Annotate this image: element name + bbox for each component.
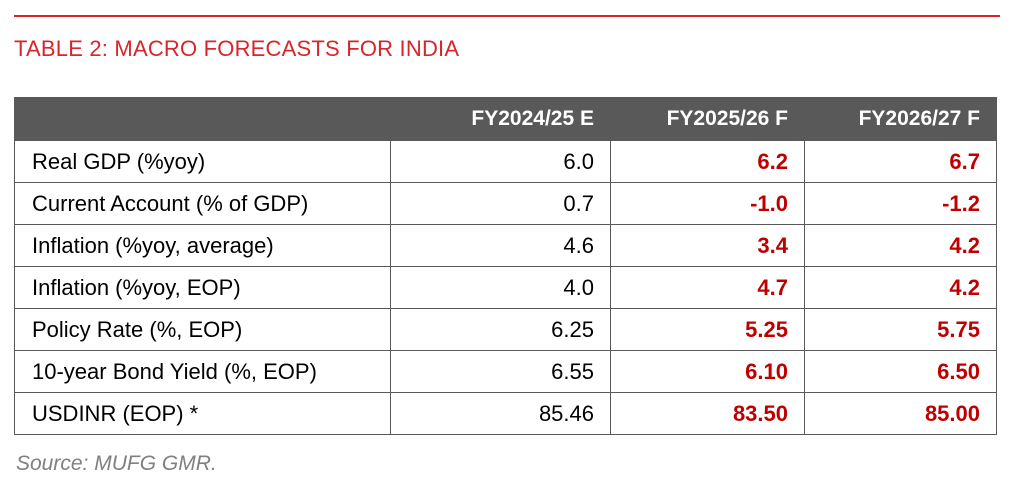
row-label: USDINR (EOP) *: [14, 392, 391, 435]
forecast-value: 4.2: [804, 266, 997, 309]
forecast-value: 3.4: [610, 224, 805, 267]
row-label: Policy Rate (%, EOP): [14, 308, 391, 351]
estimate-value: 6.25: [390, 308, 611, 351]
estimate-value: 4.0: [390, 266, 611, 309]
forecast-value: 6.7: [804, 140, 997, 183]
table-row: 10-year Bond Yield (%, EOP) 6.55 6.10 6.…: [14, 350, 997, 393]
forecast-value: 5.75: [804, 308, 997, 351]
row-label: Inflation (%yoy, average): [14, 224, 391, 267]
estimate-value: 4.6: [390, 224, 611, 267]
table-title: TABLE 2: MACRO FORECASTS FOR INDIA: [14, 36, 460, 61]
macro-forecast-table: FY2024/25 E FY2025/26 F FY2026/27 F Real…: [14, 97, 997, 435]
forecast-value: 6.50: [804, 350, 997, 393]
table-row: Inflation (%yoy, average) 4.6 3.4 4.2: [14, 224, 997, 267]
estimate-value: 6.55: [390, 350, 611, 393]
forecast-value: 4.2: [804, 224, 997, 267]
header-fy2026-27: FY2026/27 F: [804, 97, 997, 141]
estimate-value: 6.0: [390, 140, 611, 183]
row-label: Real GDP (%yoy): [14, 140, 391, 183]
forecast-value: 6.10: [610, 350, 805, 393]
estimate-value: 85.46: [390, 392, 611, 435]
forecast-value: 5.25: [610, 308, 805, 351]
table-row: Real GDP (%yoy) 6.0 6.2 6.7: [14, 140, 997, 183]
forecast-value: -1.2: [804, 182, 997, 225]
row-label: Current Account (% of GDP): [14, 182, 391, 225]
top-rule: [14, 15, 1000, 17]
header-blank: [14, 97, 391, 141]
source-note: Source: MUFG GMR.: [16, 452, 217, 475]
header-fy2025-26: FY2025/26 F: [610, 97, 805, 141]
forecast-value: 85.00: [804, 392, 997, 435]
table-row: Current Account (% of GDP) 0.7 -1.0 -1.2: [14, 182, 997, 225]
table-row: Policy Rate (%, EOP) 6.25 5.25 5.75: [14, 308, 997, 351]
header-fy2024-25: FY2024/25 E: [390, 97, 611, 141]
row-label: 10-year Bond Yield (%, EOP): [14, 350, 391, 393]
forecast-value: 6.2: [610, 140, 805, 183]
forecast-value: 4.7: [610, 266, 805, 309]
estimate-value: 0.7: [390, 182, 611, 225]
table-row: USDINR (EOP) * 85.46 83.50 85.00: [14, 392, 997, 435]
forecast-value: -1.0: [610, 182, 805, 225]
forecast-value: 83.50: [610, 392, 805, 435]
row-label: Inflation (%yoy, EOP): [14, 266, 391, 309]
header-row: FY2024/25 E FY2025/26 F FY2026/27 F: [14, 97, 997, 141]
table-row: Inflation (%yoy, EOP) 4.0 4.7 4.2: [14, 266, 997, 309]
